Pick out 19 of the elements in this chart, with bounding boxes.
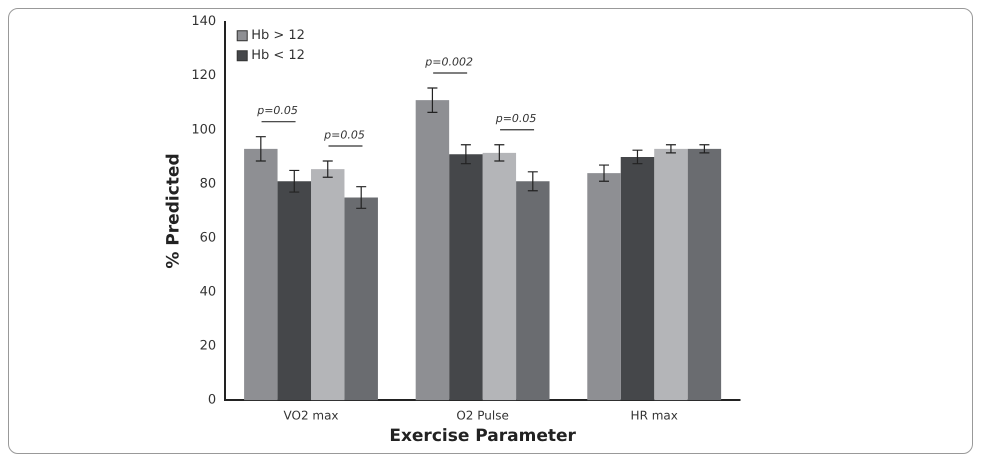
y-tick-label: 100 [191, 122, 216, 138]
x-tick-label: O2 Pulse [456, 408, 509, 423]
annotation: p=0.002 [424, 55, 473, 68]
annotation: p=0.05 [323, 128, 365, 142]
legend-label: Hb > 12 [251, 28, 305, 44]
y-tick-label: 120 [191, 68, 216, 84]
y-axis-title: % Predicted [164, 153, 184, 269]
y-tick-label: 0 [208, 392, 216, 408]
y-tick-label: 20 [200, 338, 216, 354]
x-tick-label: VO2 max [283, 408, 339, 423]
y-tick-label: 60 [200, 230, 216, 246]
legend-label: Hb < 12 [251, 48, 305, 64]
annotation: p=0.05 [494, 112, 536, 126]
y-tick-label: 80 [200, 176, 216, 192]
y-tick-label: 140 [191, 14, 216, 30]
annotation: p=0.05 [256, 104, 298, 118]
x-tick-label: HR max [630, 408, 678, 423]
y-tick-label: 40 [200, 284, 216, 300]
x-axis-title: Exercise Parameter [389, 426, 577, 446]
